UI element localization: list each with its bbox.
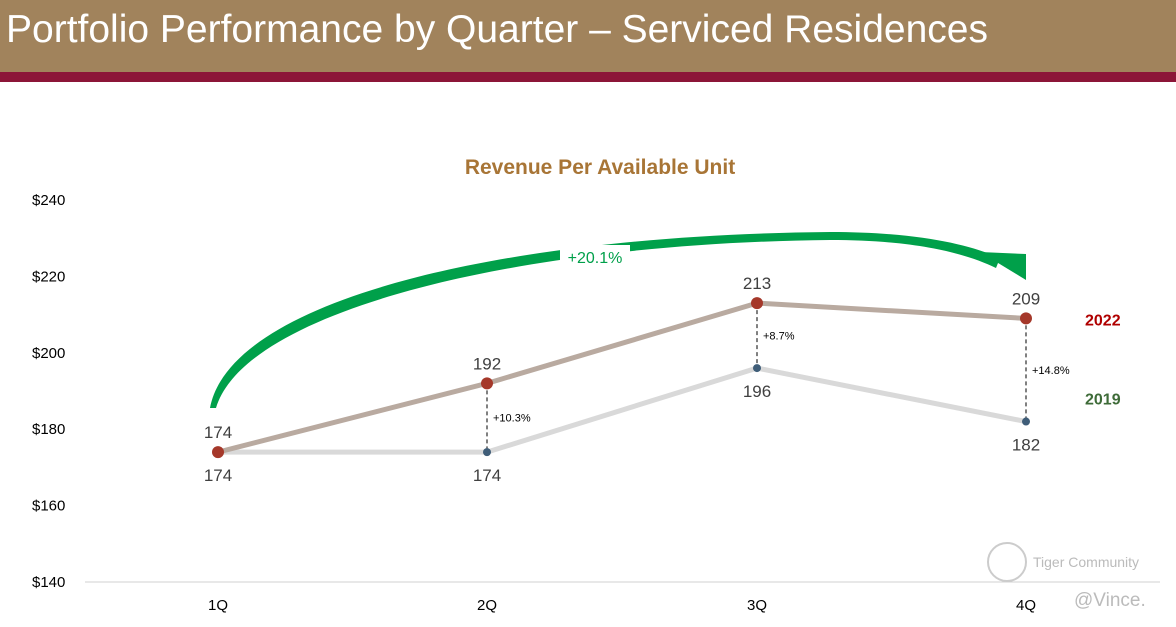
x-tick-label: 2Q bbox=[477, 597, 497, 614]
legend-2022: 2022 bbox=[1085, 312, 1121, 329]
growth-label: +14.8% bbox=[1032, 365, 1070, 377]
data-label-2019: 174 bbox=[473, 466, 501, 485]
page-title: Portfolio Performance by Quarter – Servi… bbox=[6, 8, 988, 51]
data-label-2022: 174 bbox=[204, 423, 232, 442]
growth-label: +8.7% bbox=[763, 331, 795, 343]
x-tick-label: 4Q bbox=[1016, 597, 1036, 614]
data-label-2022: 209 bbox=[1012, 289, 1040, 308]
growth-label: +10.3% bbox=[493, 413, 531, 425]
x-tick-label: 1Q bbox=[208, 597, 228, 614]
data-point-2022 bbox=[1020, 312, 1032, 325]
arrow-head-icon bbox=[980, 252, 1026, 280]
data-point-2022 bbox=[212, 446, 224, 459]
header-accent-bar bbox=[0, 72, 1176, 82]
data-point-2019 bbox=[1022, 417, 1030, 426]
data-point-2019 bbox=[483, 448, 491, 457]
data-label-2022: 192 bbox=[473, 354, 501, 373]
data-label-2019: 182 bbox=[1012, 436, 1040, 455]
series-line-2022 bbox=[217, 300, 1027, 455]
data-label-2019: 174 bbox=[204, 466, 232, 485]
header-bar bbox=[0, 0, 1176, 72]
annotation-bg bbox=[560, 245, 630, 267]
data-point-2022 bbox=[481, 377, 493, 390]
legend-2019: 2019 bbox=[1085, 392, 1121, 409]
x-tick-label: 3Q bbox=[747, 597, 767, 614]
series-line-2019 bbox=[218, 365, 1027, 455]
data-point-2022 bbox=[751, 297, 763, 310]
y-tick-label: $180 bbox=[32, 421, 65, 438]
chart-title: Revenue Per Available Unit bbox=[465, 156, 735, 179]
y-tick-label: $240 bbox=[32, 192, 65, 209]
growth-annotation: +20.1% bbox=[568, 250, 623, 267]
y-tick-label: $200 bbox=[32, 345, 65, 362]
y-tick-label: $160 bbox=[32, 498, 65, 515]
tiger-logo-icon bbox=[987, 542, 1027, 582]
y-tick-label: $220 bbox=[32, 268, 65, 285]
data-point-2019 bbox=[753, 364, 761, 373]
data-label-2019: 196 bbox=[743, 382, 771, 401]
watermark-user: @Vince. bbox=[1074, 590, 1146, 611]
y-tick-label: $140 bbox=[32, 574, 65, 591]
watermark-brand: Tiger Community bbox=[1033, 554, 1140, 570]
data-label-2022: 213 bbox=[743, 274, 771, 293]
